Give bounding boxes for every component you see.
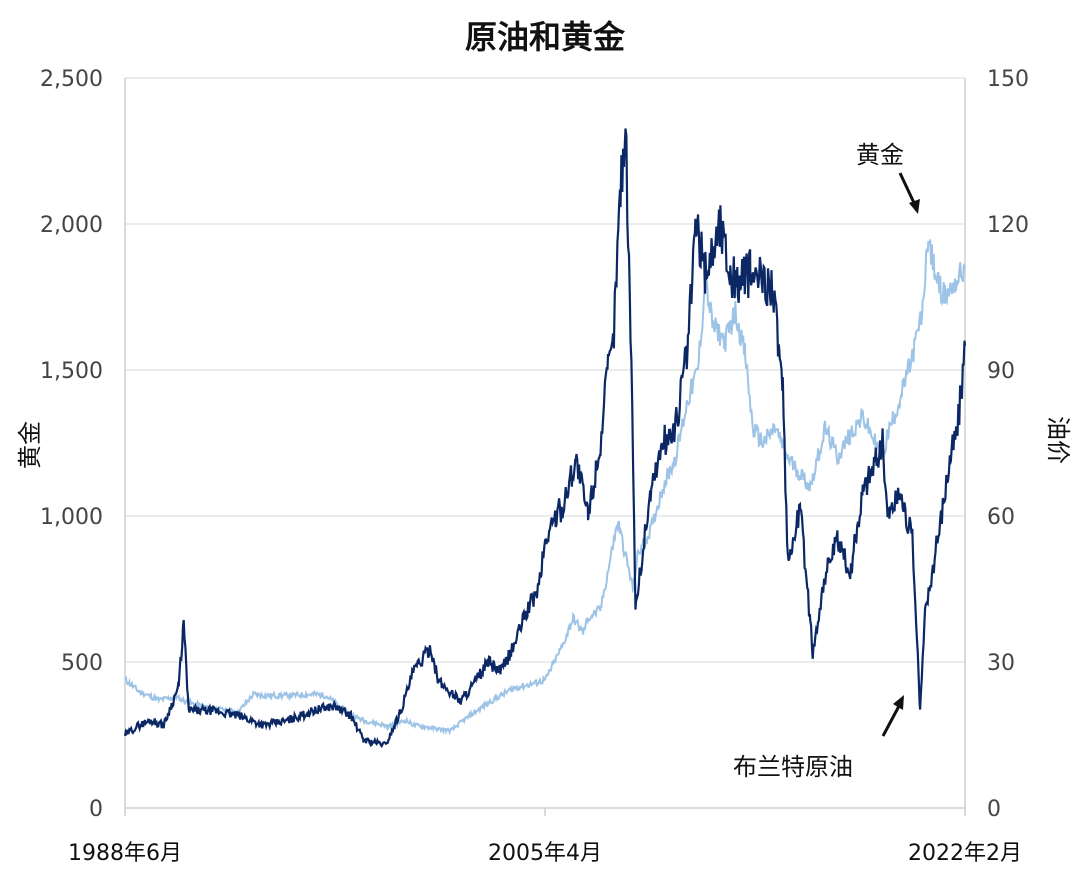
right-tick-label: 30 (987, 651, 1015, 676)
right-tick-label: 120 (987, 213, 1029, 238)
right-axis-title: 油价 (1044, 416, 1072, 464)
gold-arrow-head (909, 199, 920, 214)
annotations: 黄金 布兰特原油 (733, 141, 920, 781)
left-tick-label: 0 (89, 797, 103, 822)
series-lines (123, 128, 967, 749)
oil-series-line (123, 128, 967, 749)
left-tick-label: 500 (61, 651, 103, 676)
chart-title: 原油和黄金 (465, 18, 626, 56)
right-tick-label: 150 (987, 67, 1029, 92)
left-tick-label: 2,000 (40, 213, 103, 238)
oil-arrow-shaft (881, 705, 901, 737)
gold-annotation: 黄金 (856, 141, 904, 169)
left-axis-title: 黄金 (16, 421, 44, 469)
right-tick-label: 0 (987, 797, 1001, 822)
x-axis-ticks: 1988年6月 2005年4月 2022年2月 (68, 808, 1022, 866)
left-tick-label: 2,500 (40, 67, 103, 92)
right-tick-label: 90 (987, 359, 1015, 384)
x-tick-label: 1988年6月 (68, 841, 182, 866)
left-tick-label: 1,000 (40, 505, 103, 530)
left-axis-ticks: 0 500 1,000 1,500 2,000 2,500 (40, 67, 103, 822)
gridlines (125, 77, 965, 663)
oil-arrow-head (893, 695, 904, 710)
oil-annotation: 布兰特原油 (733, 753, 853, 781)
x-tick-label: 2022年2月 (908, 841, 1022, 866)
gold-series-line (124, 239, 966, 736)
x-tick-label: 2005年4月 (488, 841, 602, 866)
right-tick-label: 60 (987, 505, 1015, 530)
right-axis-ticks: 0 30 60 90 120 150 (987, 67, 1029, 822)
gold-arrow-shaft (898, 172, 917, 206)
left-tick-label: 1,500 (40, 359, 103, 384)
